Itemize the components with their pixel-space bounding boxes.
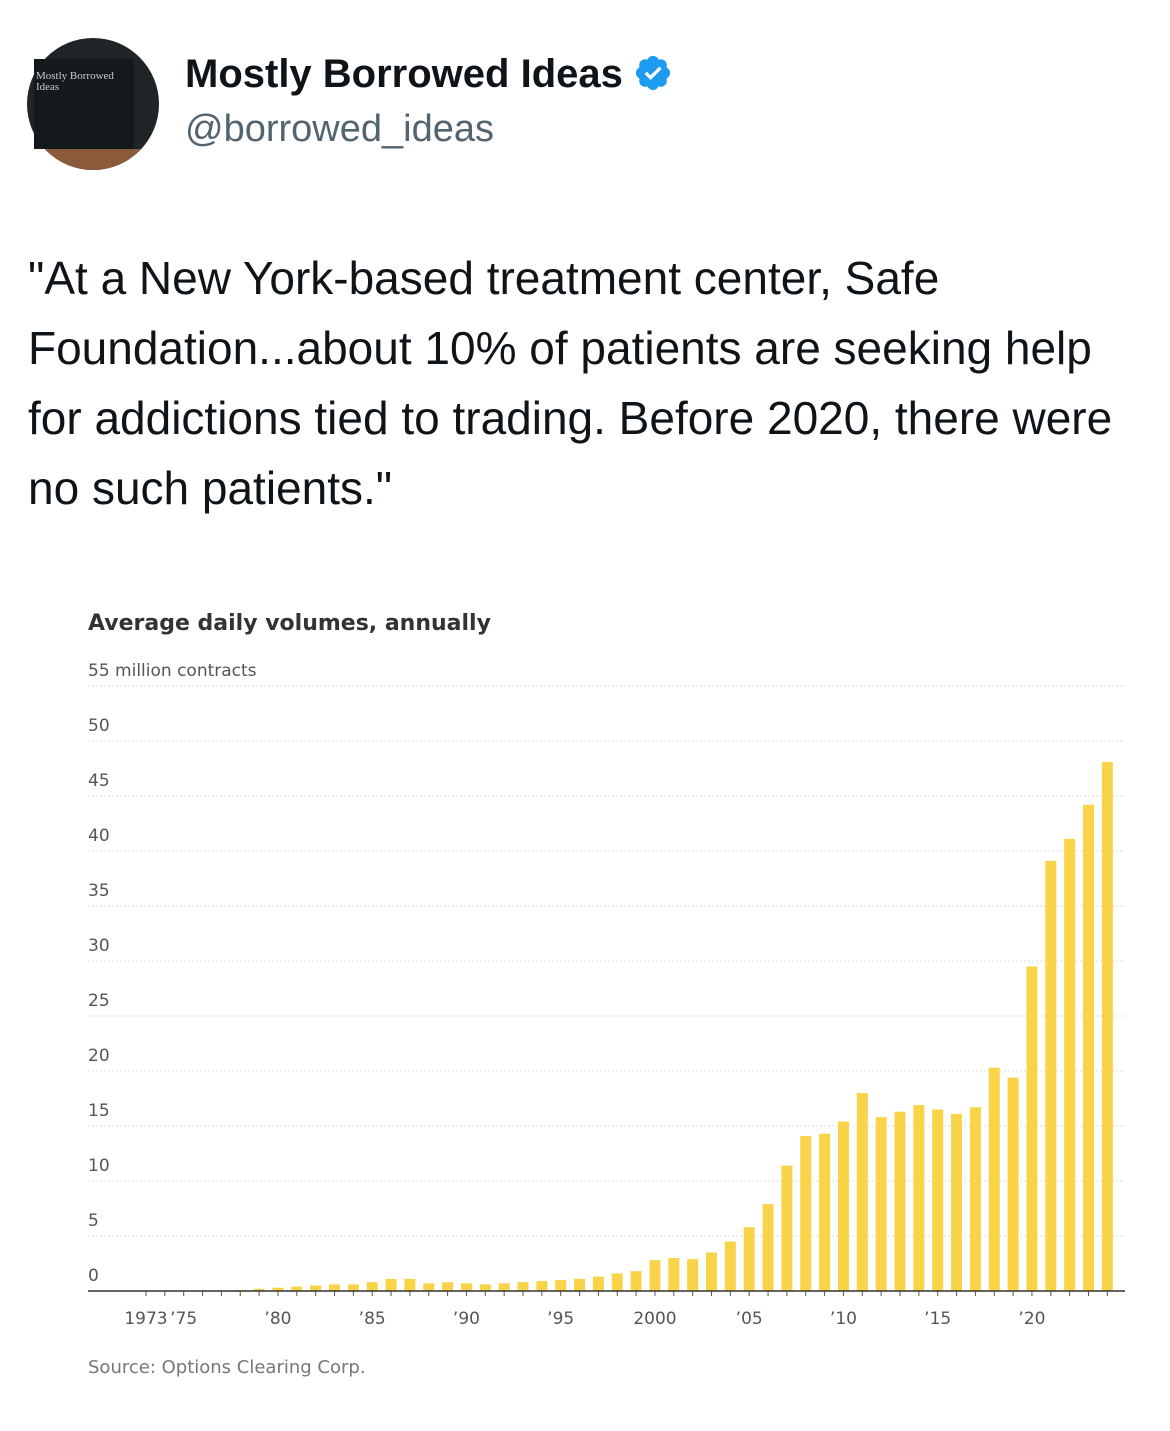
bar [649,1260,661,1291]
bar [762,1204,774,1291]
x-tick-label: 1973 [124,1309,167,1329]
name-text: Mostly Borrowed Ideas [185,52,623,96]
bar [215,1290,227,1291]
bar [592,1276,604,1291]
bar [329,1284,340,1291]
bar [781,1165,793,1291]
y-tick-label: 20 [88,1046,110,1066]
x-tick-label: ’05 [736,1309,763,1329]
bar [819,1133,831,1291]
y-tick-label: 45 [88,771,110,791]
bar [1026,966,1038,1291]
handle[interactable]: @borrowed_ideas [185,108,494,150]
chart-title: Average daily volumes, annually [88,611,491,636]
x-tick-label: ’95 [547,1309,574,1329]
y-tick-label: 30 [88,936,110,956]
bar [1101,761,1113,1291]
bar [1045,860,1057,1291]
x-tick-label: ’10 [830,1309,857,1329]
bar [743,1227,755,1291]
y-tick-label: 0 [88,1266,99,1286]
bar [574,1278,586,1291]
bar [404,1278,416,1291]
bar [800,1135,812,1291]
y-tick-label: 5 [88,1211,99,1231]
bar [366,1282,378,1291]
chart-source: Source: Options Clearing Corp. [88,1357,366,1378]
y-tick-label: 35 [88,881,110,901]
tweet-text: "At a New York-based treatment center, S… [28,252,1113,514]
bar [347,1284,359,1291]
x-tick-label: ’90 [453,1309,480,1329]
bar [517,1282,529,1291]
x-tick-label: ’20 [1018,1309,1045,1329]
verified-badge [635,55,670,91]
bar [385,1278,397,1291]
bar [253,1288,265,1291]
bar [856,1093,868,1291]
x-tick-label: ’75 [170,1309,197,1329]
bar [837,1121,849,1291]
bar [706,1252,717,1291]
avatar-text: Mostly Borrowed Ideas [36,71,114,93]
x-tick-label: ’80 [264,1309,291,1329]
bar [1083,804,1094,1291]
avatar[interactable]: Mostly Borrowed Ideas [26,37,160,171]
y-tick-label: 10 [88,1156,110,1176]
bar [291,1286,303,1291]
bar [555,1280,567,1291]
y-tick-label: 15 [88,1101,110,1121]
bar [234,1289,246,1291]
bar [611,1273,623,1291]
bar [932,1109,944,1291]
bar [310,1285,322,1291]
bar [988,1067,1000,1291]
y-tick-label: 55 million contracts [88,661,257,681]
y-tick-label: 40 [88,826,110,846]
bar [423,1283,435,1291]
y-tick-label: 50 [88,716,110,736]
bar [913,1105,925,1291]
bar [687,1259,699,1291]
bar [498,1283,510,1291]
bar [272,1287,284,1291]
bar [894,1111,906,1291]
bar [1007,1077,1019,1291]
bar [951,1113,963,1291]
y-tick-label: 25 [88,991,110,1011]
display-name[interactable]: Mostly Borrowed Ideas [185,52,673,97]
bar [442,1282,454,1291]
bar [875,1117,887,1291]
x-tick-label: 2000 [633,1309,676,1329]
x-tick-label: ’85 [359,1309,386,1329]
bar [668,1258,680,1291]
bar [479,1284,491,1291]
bar [536,1281,548,1291]
bar [969,1107,981,1291]
bar [630,1271,642,1291]
bar [1064,838,1076,1291]
bar [460,1283,472,1291]
bar [724,1241,736,1291]
x-tick-label: ’15 [924,1309,951,1329]
